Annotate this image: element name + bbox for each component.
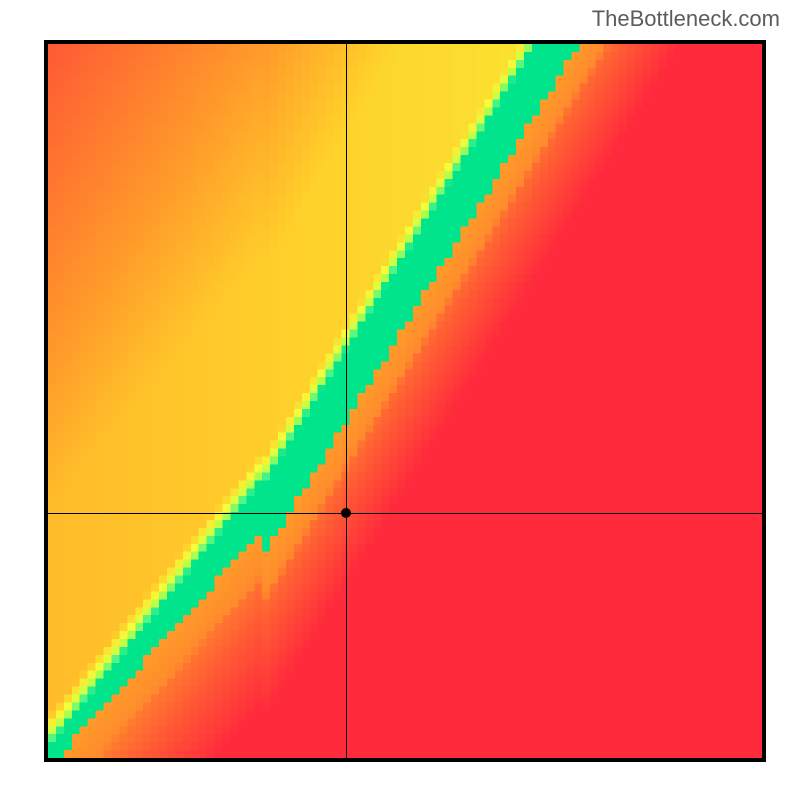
crosshair-vertical <box>346 44 347 758</box>
watermark-text: TheBottleneck.com <box>592 6 780 32</box>
crosshair-marker <box>341 508 351 518</box>
crosshair-horizontal <box>48 513 762 514</box>
chart-container: TheBottleneck.com <box>0 0 800 800</box>
heatmap-canvas <box>48 44 762 758</box>
